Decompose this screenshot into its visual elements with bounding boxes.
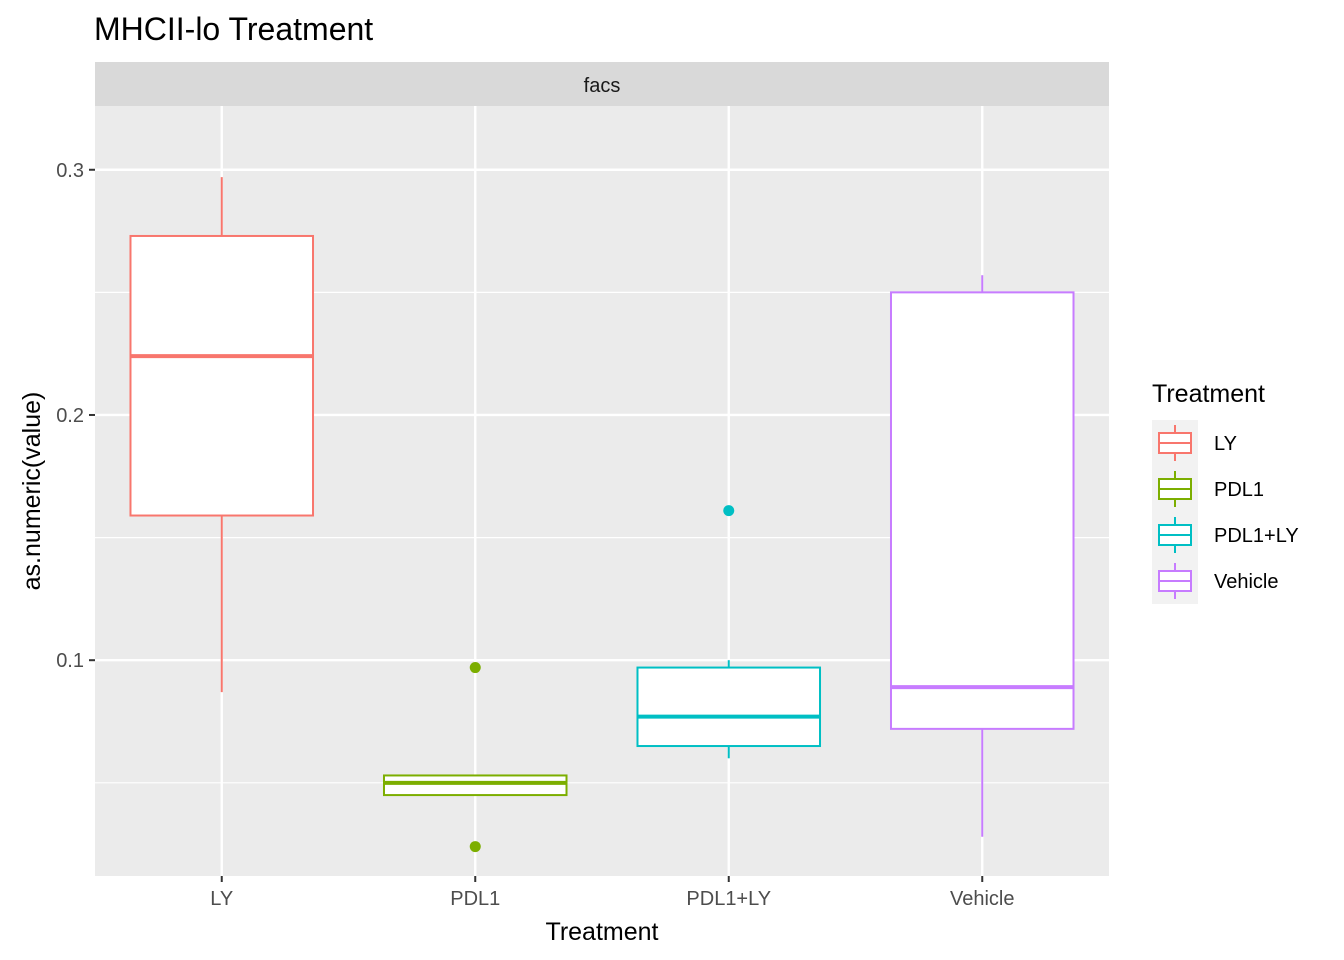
- outlier-point: [723, 505, 735, 517]
- legend-label: LY: [1214, 433, 1237, 455]
- x-axis-ticks: LY PDL1 PDL1+LY Vehicle: [210, 876, 1015, 910]
- legend-item: LY: [1152, 420, 1237, 466]
- legend-item: Vehicle: [1152, 558, 1279, 604]
- y-tick-label: 0.3: [56, 160, 84, 182]
- facet-strip-label: facs: [584, 75, 621, 97]
- legend-item: PDL1+LY: [1152, 512, 1299, 558]
- box-pdl1: [382, 662, 568, 853]
- outlier-point: [469, 841, 481, 853]
- box-ly: [129, 177, 315, 693]
- chart-title: MHCII-lo Treatment: [94, 11, 373, 47]
- x-tick-label: PDL1: [450, 888, 500, 910]
- boxes: [129, 177, 1075, 853]
- legend: Treatment LY PDL1 PDL1+LY Vehicle: [1152, 380, 1299, 604]
- x-tick-label: PDL1+LY: [686, 888, 771, 910]
- x-axis-title: Treatment: [545, 918, 658, 946]
- outlier-point: [469, 662, 481, 674]
- legend-label: Vehicle: [1214, 571, 1279, 593]
- legend-item: PDL1: [1152, 466, 1264, 512]
- box-pdl1-ly: [636, 505, 822, 759]
- y-tick-label: 0.1: [56, 650, 84, 672]
- y-tick-label: 0.2: [56, 405, 84, 427]
- box-iqr: [636, 666, 822, 748]
- x-tick-label: Vehicle: [950, 888, 1015, 910]
- y-axis-ticks: 0.1 0.2 0.3: [56, 160, 95, 672]
- facet-strip: [95, 62, 1109, 106]
- box-iqr: [129, 234, 315, 517]
- legend-label: PDL1+LY: [1214, 525, 1299, 547]
- box-iqr: [382, 774, 568, 797]
- legend-label: PDL1: [1214, 479, 1264, 501]
- x-tick-label: LY: [210, 888, 233, 910]
- legend-title: Treatment: [1152, 380, 1265, 408]
- box-vehicle: [889, 275, 1075, 837]
- y-axis-title: as.numeric(value): [18, 392, 46, 591]
- box-iqr: [889, 291, 1075, 730]
